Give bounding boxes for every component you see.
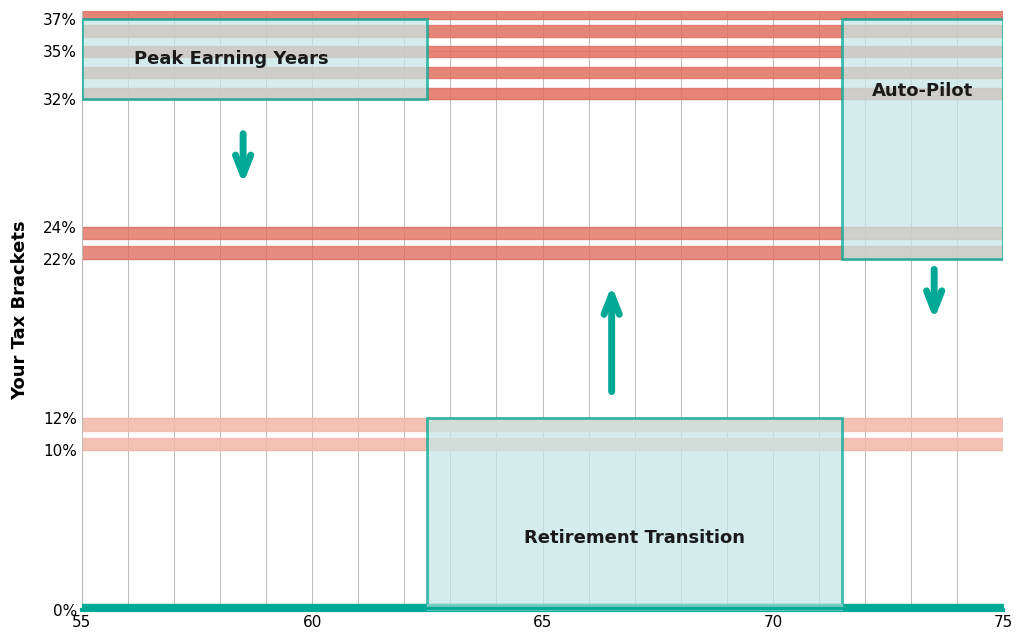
Bar xyxy=(82,67,1004,78)
Bar xyxy=(82,227,1004,240)
Bar xyxy=(82,438,1004,451)
Bar xyxy=(82,419,1004,431)
Text: Retirement Transition: Retirement Transition xyxy=(524,529,745,547)
Bar xyxy=(82,46,1004,58)
Text: Peak Earning Years: Peak Earning Years xyxy=(134,50,329,68)
Bar xyxy=(82,246,1004,259)
Bar xyxy=(82,26,1004,37)
Y-axis label: Your Tax Brackets: Your Tax Brackets xyxy=(11,221,29,401)
Bar xyxy=(82,11,1004,19)
Bar xyxy=(82,88,1004,99)
Text: Auto-Pilot: Auto-Pilot xyxy=(872,82,973,100)
Bar xyxy=(82,19,427,99)
Bar xyxy=(427,419,842,610)
Bar xyxy=(842,19,1004,259)
